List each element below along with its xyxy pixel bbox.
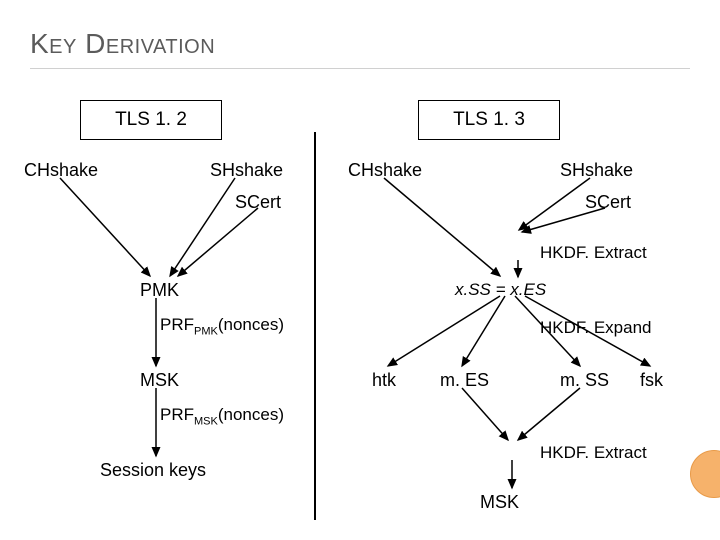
title-rule bbox=[30, 68, 690, 69]
tls12-box: TLS 1. 2 bbox=[80, 100, 222, 140]
left-msk: MSK bbox=[140, 370, 179, 391]
prf-pmk-text: PRFPMK(nonces) bbox=[160, 315, 284, 334]
left-prf-msk: PRFMSK(nonces) bbox=[160, 405, 284, 427]
tls13-box: TLS 1. 3 bbox=[418, 100, 560, 140]
page-title: Key Derivation bbox=[30, 28, 215, 60]
left-shshake: SHshake bbox=[210, 160, 283, 181]
right-scert: SCert bbox=[585, 192, 631, 213]
right-extract2: HKDF. Extract bbox=[540, 443, 647, 463]
right-fsk: fsk bbox=[640, 370, 663, 391]
left-scert: SCert bbox=[235, 192, 281, 213]
right-xss: x.SS = x.ES bbox=[455, 280, 546, 300]
right-htk: htk bbox=[372, 370, 396, 391]
right-shshake: SHshake bbox=[560, 160, 633, 181]
decorative-circle bbox=[690, 450, 720, 498]
right-extract1: HKDF. Extract bbox=[540, 243, 647, 263]
prf-msk-text: PRFMSK(nonces) bbox=[160, 405, 284, 424]
right-mes: m. ES bbox=[440, 370, 489, 391]
right-msk: MSK bbox=[480, 492, 519, 513]
left-pmk: PMK bbox=[140, 280, 179, 301]
left-prf-pmk: PRFPMK(nonces) bbox=[160, 315, 284, 337]
tls13-heading: TLS 1. 3 bbox=[453, 109, 525, 131]
xss-text: x.SS = x.ES bbox=[455, 280, 546, 299]
right-mss: m. SS bbox=[560, 370, 609, 391]
right-expand: HKDF. Expand bbox=[540, 318, 652, 338]
left-session-keys: Session keys bbox=[100, 460, 206, 481]
tls12-heading: TLS 1. 2 bbox=[115, 109, 187, 131]
right-chshake: CHshake bbox=[348, 160, 422, 181]
left-chshake: CHshake bbox=[24, 160, 98, 181]
